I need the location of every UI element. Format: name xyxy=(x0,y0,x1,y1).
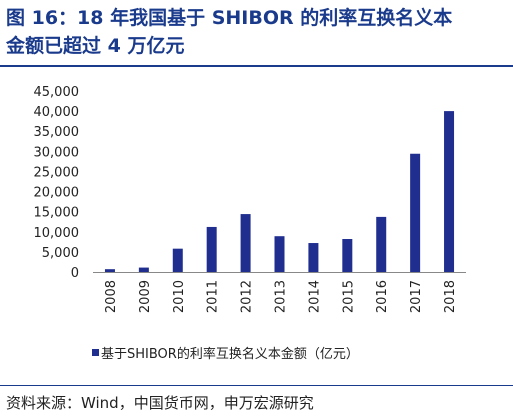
x-tick-label: 2008 xyxy=(104,280,119,313)
title-line-2: 金额已超过 4 万亿元 xyxy=(6,35,185,57)
x-tick-label: 2013 xyxy=(274,280,289,313)
x-tick-label: 2009 xyxy=(138,280,153,313)
x-tick-label: 2016 xyxy=(375,280,390,313)
y-tick-label: 45,000 xyxy=(34,85,80,100)
y-tick-label: 0 xyxy=(71,266,79,281)
bar xyxy=(410,153,421,272)
source-note: 资料来源：Wind，中国货币网，申万宏源研究 xyxy=(6,394,314,412)
legend: 基于SHIBOR的利率互换名义本金额（亿元） xyxy=(92,343,359,362)
y-tick-label: 5,000 xyxy=(42,246,79,261)
x-tick-label: 2010 xyxy=(172,280,187,313)
x-tick-label: 2014 xyxy=(307,280,322,313)
bar xyxy=(342,239,353,272)
bar xyxy=(172,248,183,272)
x-tick-label: 2017 xyxy=(409,280,424,313)
bar xyxy=(308,243,319,272)
legend-swatch xyxy=(92,349,99,356)
bar xyxy=(138,267,149,272)
source-rule xyxy=(0,385,513,386)
y-tick-label: 30,000 xyxy=(34,145,80,160)
bar xyxy=(274,236,285,272)
x-tick-label: 2012 xyxy=(240,280,255,313)
title-line-1: 图 16：18 年我国基于 SHIBOR 的利率互换名义本 xyxy=(6,7,453,29)
bar xyxy=(104,269,115,272)
bar xyxy=(240,214,251,272)
bar xyxy=(206,226,217,272)
y-tick-label: 25,000 xyxy=(34,165,80,180)
legend-label: 基于SHIBOR的利率互换名义本金额（亿元） xyxy=(101,347,359,362)
y-tick-label: 35,000 xyxy=(34,125,80,140)
bar xyxy=(376,216,387,272)
x-tick-label: 2015 xyxy=(341,280,356,313)
x-tick-label: 2011 xyxy=(206,280,221,313)
x-tick-label: 2018 xyxy=(443,280,458,313)
chart-title: 图 16：18 年我国基于 SHIBOR 的利率互换名义本 金额已超过 4 万亿… xyxy=(6,4,506,60)
y-tick-label: 10,000 xyxy=(34,226,80,241)
title-rule xyxy=(0,65,513,67)
y-tick-label: 20,000 xyxy=(34,186,80,201)
bar-chart: 0 5,000 10,000 15,000 20,000 25,000 30,000 35,0… xyxy=(34,85,466,313)
bar xyxy=(444,111,455,272)
y-tick-label: 40,000 xyxy=(34,105,80,120)
y-tick-label: 15,000 xyxy=(34,206,80,221)
